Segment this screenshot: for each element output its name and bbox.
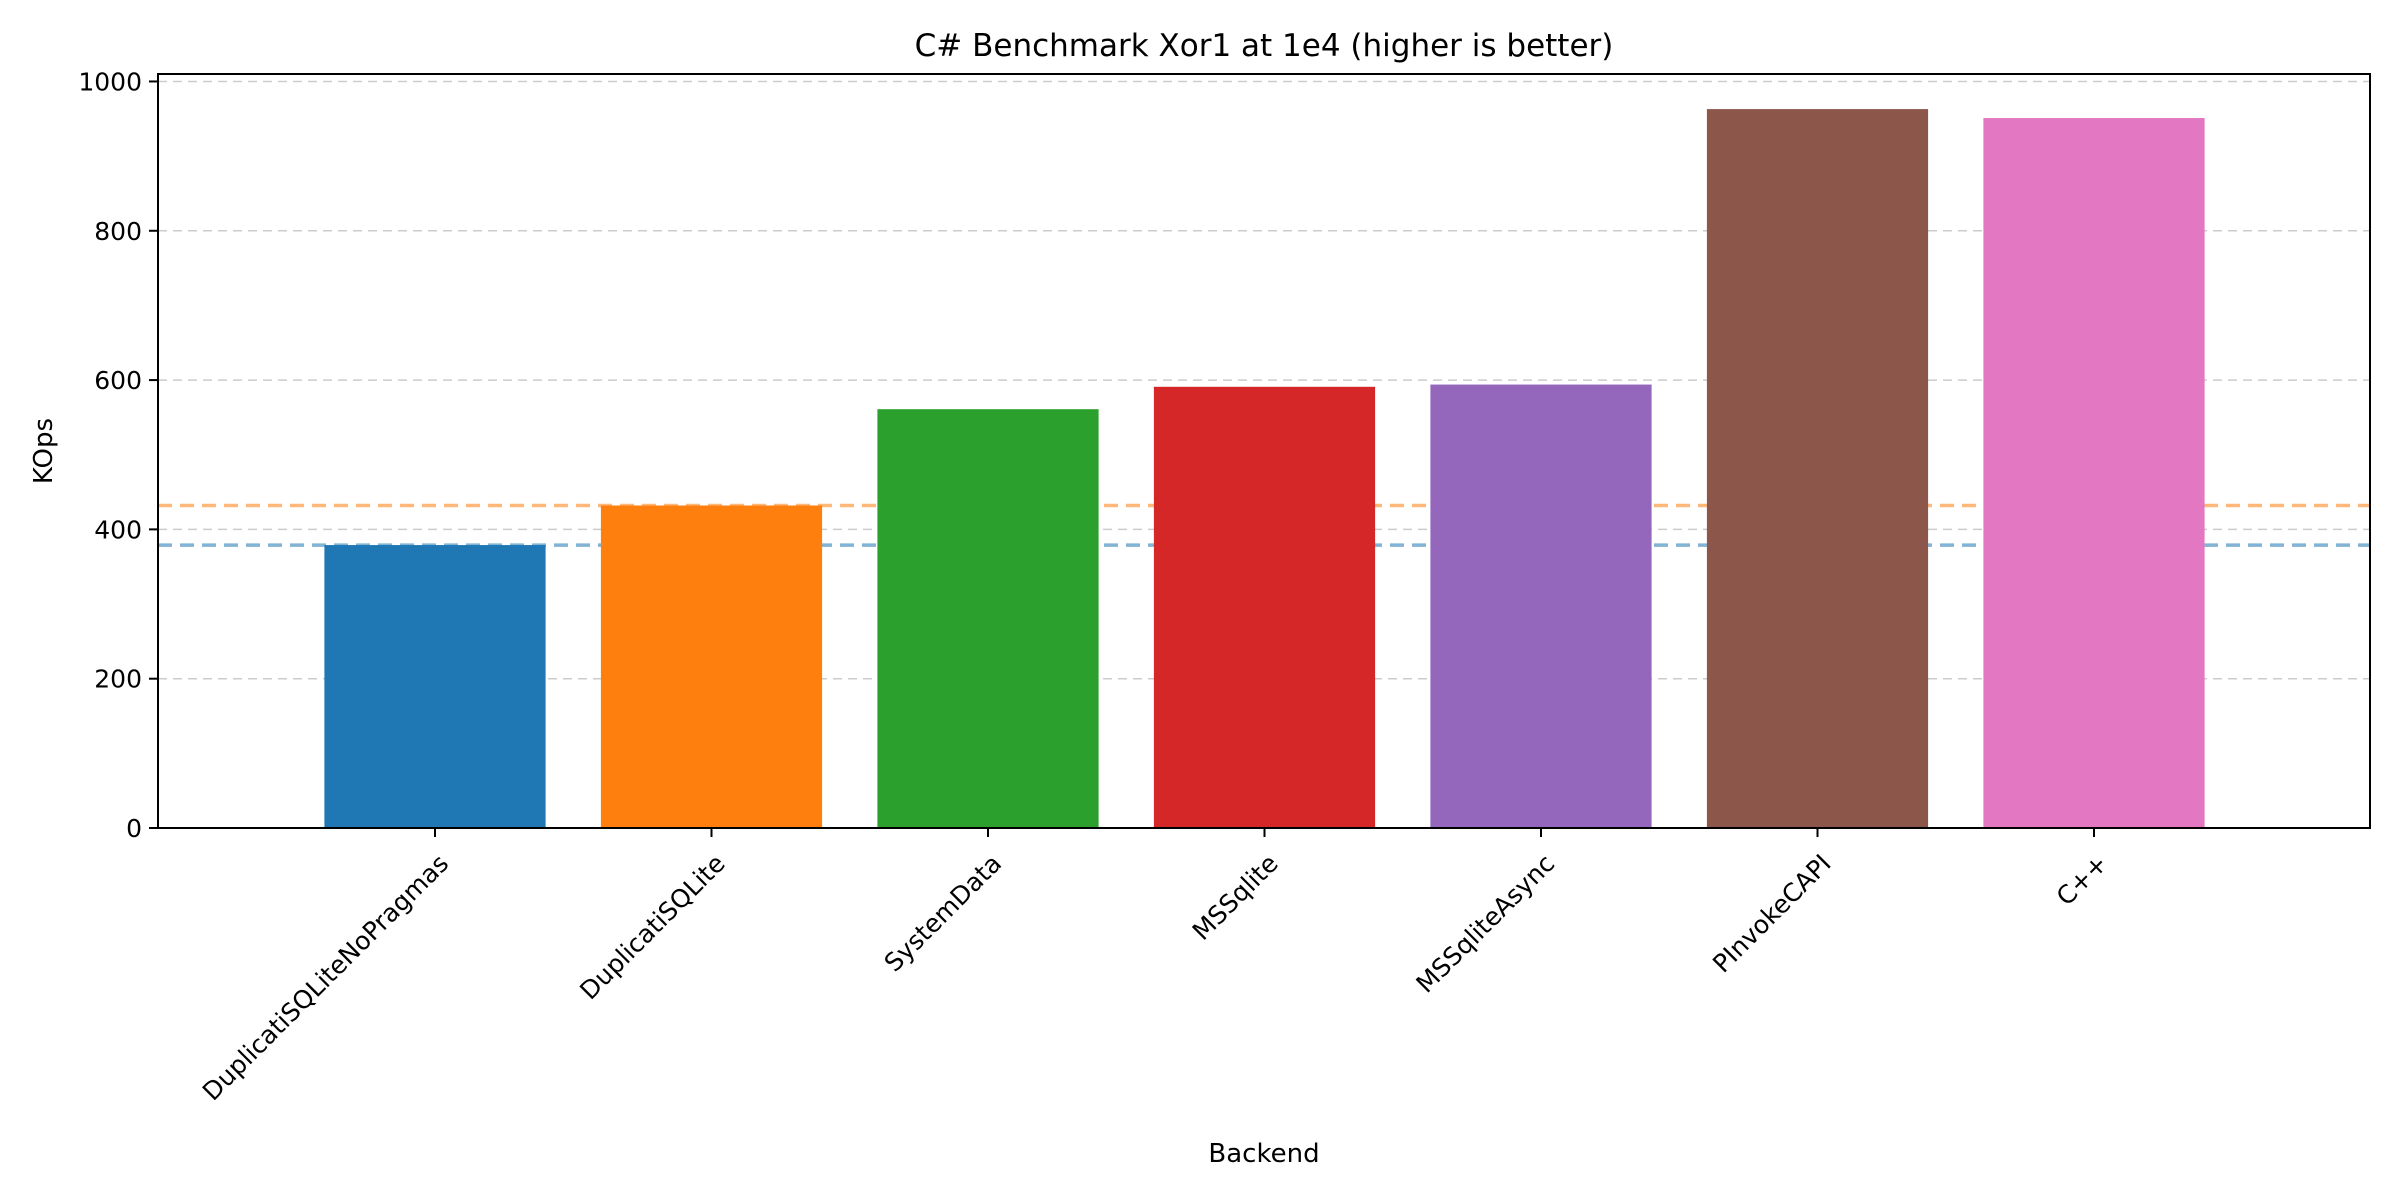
bar <box>1430 384 1652 828</box>
bar <box>1706 109 1929 828</box>
x-tick-label: DuplicatiSQLite <box>574 849 730 1005</box>
bar <box>877 409 1099 828</box>
bar <box>324 545 546 828</box>
x-tick-label: C++ <box>2051 849 2113 911</box>
x-tick-label: MSSqlite <box>1187 849 1284 946</box>
x-axis-ticks: DuplicatiSQLiteNoPragmas DuplicatiSQLite S… <box>197 828 2113 1106</box>
y-axis-label: KOps <box>29 418 59 484</box>
y-tick-label: 1000 <box>78 67 142 96</box>
y-tick-label: 400 <box>94 515 142 544</box>
x-tick-label: PInvokeCAPI <box>1707 849 1837 979</box>
y-tick-label: 200 <box>94 665 142 694</box>
bar <box>600 505 823 828</box>
chart-title: C# Benchmark Xor1 at 1e4 (higher is bett… <box>915 28 1614 64</box>
y-tick-label: 600 <box>94 366 142 395</box>
x-tick-label: SystemData <box>879 849 1008 978</box>
bar <box>1983 118 2205 829</box>
x-tick-label: DuplicatiSQLiteNoPragmas <box>197 849 454 1106</box>
x-axis-label: Backend <box>1208 1139 1319 1169</box>
y-axis-ticks: 0 200 400 600 800 1000 <box>78 67 158 843</box>
y-tick-label: 0 <box>126 814 142 843</box>
y-tick-label: 800 <box>94 217 142 246</box>
bar <box>1153 386 1376 828</box>
bars <box>324 109 2205 829</box>
x-tick-label: MSSqliteAsync <box>1411 849 1561 999</box>
